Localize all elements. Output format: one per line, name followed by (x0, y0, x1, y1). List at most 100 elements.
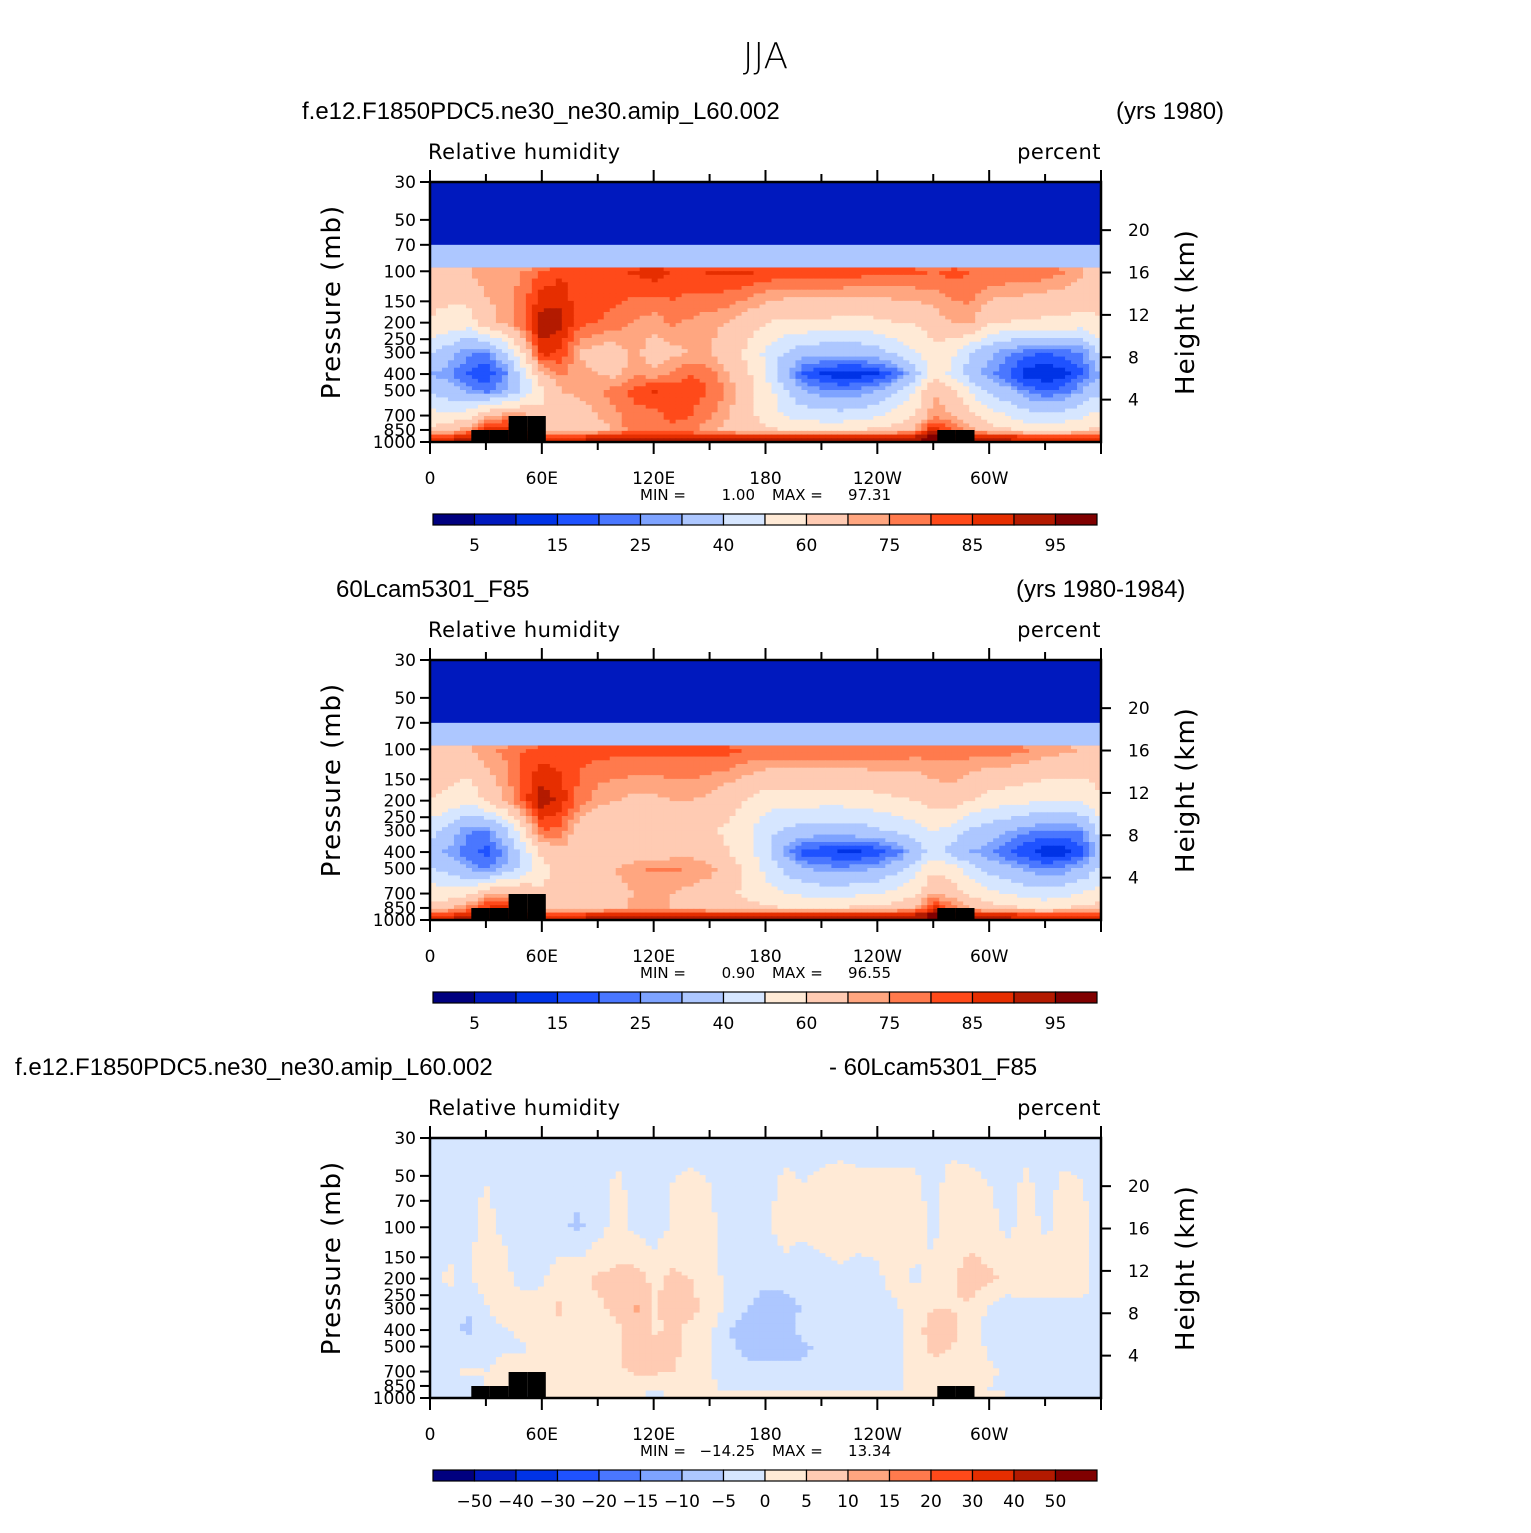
contour-cell (567, 319, 575, 324)
contour-cell (909, 274, 916, 280)
contour-cell (639, 341, 647, 347)
contour-cell (543, 330, 551, 335)
contour-cell (801, 326, 809, 332)
contour-cell (579, 278, 587, 283)
contour-cell (621, 338, 629, 343)
contour-cell (861, 323, 868, 328)
contour-cell (603, 297, 611, 302)
contour-cell (597, 278, 605, 283)
contour-cell (897, 286, 904, 291)
contour-cell (1095, 330, 1102, 335)
contour-cell (951, 323, 958, 328)
contour-cell (789, 345, 797, 350)
contour-cell (981, 274, 988, 280)
contour-cell (477, 274, 485, 280)
contour-cell (669, 334, 677, 339)
contour-cell (633, 293, 641, 298)
contour-cell (747, 326, 755, 332)
contour-cell (771, 308, 779, 313)
contour-cell (1095, 312, 1102, 317)
contour-cell (465, 274, 473, 280)
contour-cell (837, 341, 844, 347)
contour-cell (615, 289, 623, 295)
contour-cell (537, 341, 545, 347)
contour-cell (477, 312, 485, 317)
contour-cell (537, 286, 545, 291)
contour-cell (801, 315, 809, 321)
contour-cell (753, 304, 761, 309)
contour-cell (867, 282, 874, 287)
contour-cell (897, 274, 904, 280)
contour-cell (555, 297, 563, 302)
contour-cell (801, 304, 809, 309)
contour-cell (891, 300, 898, 306)
contour-cell (993, 315, 1000, 321)
contour-cell (567, 345, 575, 350)
contour-cell (531, 315, 539, 321)
contour-cell (951, 297, 958, 302)
contour-cell (843, 293, 850, 298)
contour-cell (891, 282, 898, 287)
contour-cell (627, 297, 635, 302)
contour-cell (867, 334, 874, 339)
contour-cell (945, 308, 952, 313)
contour-cell (645, 338, 653, 343)
contour-cell (747, 315, 755, 321)
contour-cell (921, 330, 928, 335)
contour-cell (663, 286, 671, 291)
contour-cell (813, 326, 821, 332)
contour-cell (657, 286, 665, 291)
contour-cell (1071, 319, 1078, 324)
case-right-label: (yrs 1980-1984) (1016, 576, 1185, 604)
contour-cell (963, 334, 970, 339)
contour-cell (1005, 297, 1012, 302)
contour-cell (651, 345, 659, 350)
contour-cell (579, 330, 587, 335)
contour-cell (1053, 300, 1060, 306)
contour-cell (771, 334, 779, 339)
contour-cell (891, 304, 898, 309)
contour-cell (681, 278, 689, 283)
contour-cell (723, 319, 731, 324)
contour-cell (1047, 323, 1054, 328)
contour-cell (465, 282, 473, 287)
contour-cell (921, 308, 928, 313)
contour-cell (435, 323, 443, 328)
contour-cell (723, 326, 731, 332)
contour-cell (1089, 282, 1096, 287)
contour-cell (723, 274, 731, 280)
contour-cell (1017, 282, 1024, 287)
contour-cell (951, 286, 958, 291)
contour-cell (873, 282, 880, 287)
contour-cell (927, 330, 934, 335)
contour-cell (459, 330, 467, 335)
contour-cell (501, 315, 509, 321)
contour-cell (519, 286, 527, 291)
contour-cell (537, 330, 545, 335)
contour-cell (879, 319, 886, 324)
contour-cell (867, 293, 874, 298)
contour-cell (903, 267, 910, 272)
contour-cell (951, 315, 958, 321)
contour-cell (465, 271, 473, 276)
contour-cell (885, 326, 892, 332)
contour-cell (1041, 315, 1048, 321)
contour-cell (1005, 315, 1012, 321)
contour-cell (1089, 297, 1096, 302)
contour-cell (1053, 323, 1060, 328)
contour-cell (687, 312, 695, 317)
contour-cell (693, 330, 701, 335)
contour-cell (849, 312, 856, 317)
contour-cell (855, 326, 862, 332)
contour-cell (819, 282, 827, 287)
contour-cell (879, 334, 886, 339)
contour-cell (975, 297, 982, 302)
contour-cell (795, 293, 803, 298)
contour-cell (657, 267, 665, 272)
contour-cell (1077, 282, 1084, 287)
contour-cell (861, 267, 868, 272)
contour-cell (807, 308, 815, 313)
contour-cell (633, 300, 641, 306)
contour-cell (489, 334, 497, 339)
contour-cell (909, 334, 916, 339)
